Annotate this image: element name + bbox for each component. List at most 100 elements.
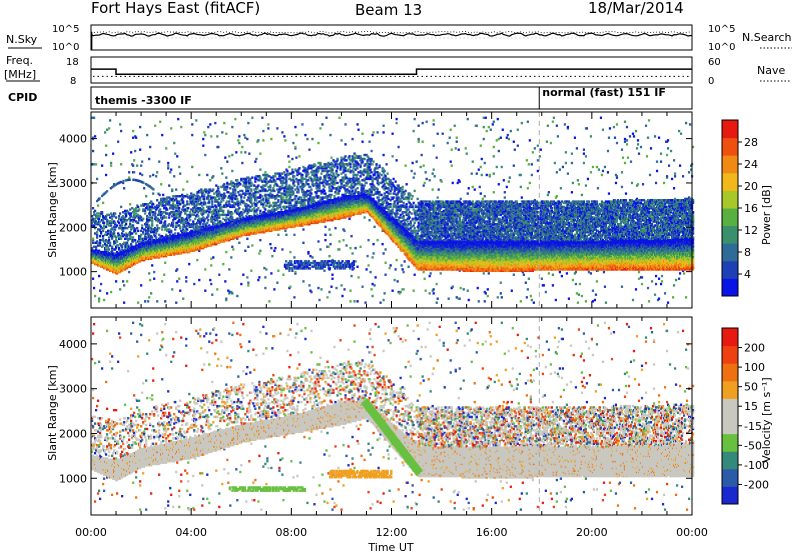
power-cell bbox=[130, 215, 132, 217]
power-cell bbox=[135, 232, 137, 234]
power-cell bbox=[97, 204, 99, 206]
nsearch-label: N.Search bbox=[742, 31, 792, 44]
power-cell bbox=[135, 212, 137, 214]
power-cell bbox=[135, 207, 137, 209]
power-cell bbox=[134, 228, 136, 230]
power-cell bbox=[120, 238, 122, 240]
power-cell bbox=[93, 117, 95, 119]
power-cell bbox=[115, 236, 117, 238]
power-cell bbox=[129, 226, 131, 228]
power-cell bbox=[93, 163, 95, 165]
power-cell bbox=[92, 278, 94, 280]
power-cell bbox=[98, 300, 100, 302]
power-cell bbox=[145, 195, 147, 197]
power-cell bbox=[93, 246, 95, 248]
power-cell bbox=[108, 127, 110, 129]
power-cell bbox=[94, 232, 96, 234]
station-title: Fort Hays East (fitACF) bbox=[91, 0, 260, 17]
power-cell bbox=[132, 164, 134, 166]
nave-tick-top: 60 bbox=[708, 57, 721, 68]
power-cell bbox=[94, 135, 96, 137]
power-cell bbox=[114, 212, 116, 214]
power-cell bbox=[124, 210, 126, 212]
power-cell bbox=[140, 164, 142, 166]
power-cell bbox=[126, 234, 128, 236]
power-cell bbox=[140, 284, 142, 286]
power-cell bbox=[111, 218, 113, 220]
power-cell bbox=[111, 250, 113, 252]
power-cell bbox=[110, 291, 112, 293]
power-cell bbox=[108, 214, 110, 216]
power-cell bbox=[128, 171, 130, 173]
power-cell bbox=[96, 178, 98, 180]
power-cell bbox=[103, 224, 105, 226]
power-cell bbox=[134, 215, 136, 217]
power-cell bbox=[106, 129, 108, 131]
power-cell bbox=[92, 218, 94, 220]
power-cell bbox=[92, 207, 94, 209]
power-cell bbox=[139, 219, 141, 221]
nsearch-tick-bottom: 10^0 bbox=[708, 42, 735, 53]
power-cell bbox=[122, 280, 124, 282]
power-scatter bbox=[91, 117, 694, 304]
power-cell bbox=[136, 262, 138, 264]
power-cell bbox=[135, 210, 137, 212]
power-cell bbox=[130, 151, 132, 153]
power-cell bbox=[120, 235, 122, 237]
power-cell bbox=[136, 164, 138, 166]
power-cell bbox=[97, 215, 99, 217]
power-cell bbox=[101, 164, 103, 166]
power-cell bbox=[105, 226, 107, 228]
power-cell bbox=[144, 300, 146, 302]
power-cell bbox=[105, 145, 107, 147]
power-cell bbox=[110, 164, 112, 166]
power-cell bbox=[102, 230, 104, 232]
power-cell bbox=[109, 242, 111, 244]
power-cell bbox=[138, 240, 140, 242]
power-cell bbox=[98, 297, 100, 299]
power-cell bbox=[121, 220, 123, 222]
power-cell bbox=[140, 230, 142, 232]
power-cell bbox=[97, 228, 99, 230]
power-cell bbox=[93, 287, 95, 289]
power-cell bbox=[126, 227, 128, 229]
power-cell bbox=[125, 223, 127, 225]
power-ylabel: Slant Range [km] bbox=[46, 162, 59, 258]
power-cell bbox=[137, 206, 139, 208]
power-cell bbox=[139, 126, 141, 128]
power-cell bbox=[103, 216, 105, 218]
power-cell bbox=[106, 292, 108, 294]
power-cell bbox=[95, 246, 97, 248]
power-cell bbox=[95, 248, 97, 250]
freq-step-line bbox=[91, 69, 692, 74]
noise-panel: N.Sky 10^5 10^0 10^5 10^0 N.Search bbox=[6, 24, 792, 53]
power-cell bbox=[96, 231, 98, 233]
freq-unit-label: [MHz] bbox=[4, 68, 36, 81]
power-cell bbox=[114, 222, 116, 224]
power-cell bbox=[99, 242, 101, 244]
power-cell bbox=[135, 242, 137, 244]
power-cell bbox=[130, 228, 132, 230]
power-cell bbox=[118, 215, 120, 217]
noise-marks bbox=[91, 32, 692, 51]
power-cell bbox=[133, 159, 135, 161]
power-cell bbox=[132, 224, 134, 226]
power-cell bbox=[99, 239, 101, 241]
freq-label: Freq. bbox=[6, 54, 33, 67]
power-cell bbox=[132, 137, 134, 139]
power-cell bbox=[116, 240, 118, 242]
power-cell bbox=[120, 130, 122, 132]
nsky-tick-bottom: 10^0 bbox=[52, 42, 79, 53]
power-cell bbox=[94, 218, 96, 220]
power-cell bbox=[104, 234, 106, 236]
power-cell bbox=[108, 224, 110, 226]
nave-label: Nave bbox=[757, 64, 785, 77]
power-cell bbox=[102, 238, 104, 240]
power-cell bbox=[110, 220, 112, 222]
power-cell bbox=[112, 228, 114, 230]
power-cell bbox=[141, 227, 143, 229]
power-cell bbox=[137, 214, 139, 216]
power-cell bbox=[105, 231, 107, 233]
power-cell bbox=[140, 234, 142, 236]
power-cell bbox=[126, 219, 128, 221]
